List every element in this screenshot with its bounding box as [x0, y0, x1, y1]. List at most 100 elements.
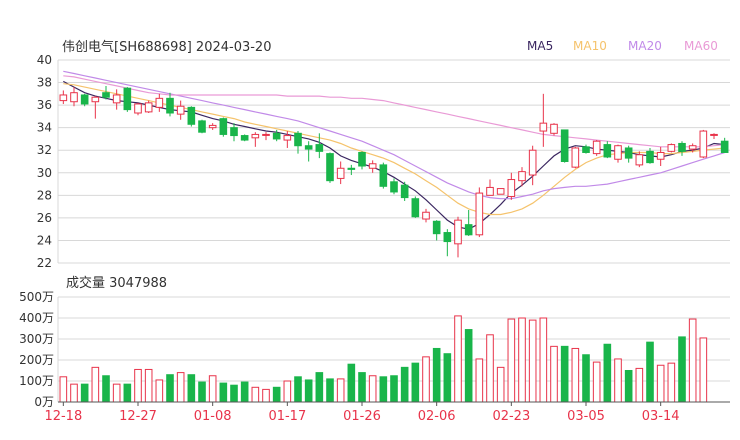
volume-bar	[379, 376, 388, 403]
candle	[166, 92, 174, 117]
candle-body	[176, 105, 185, 115]
candle	[347, 164, 356, 176]
volume-bar	[251, 386, 260, 403]
volume-bar	[80, 383, 89, 403]
candle	[123, 87, 132, 112]
candle-body	[80, 94, 89, 105]
candle	[272, 129, 281, 142]
candle	[70, 87, 78, 107]
volume-bar	[198, 381, 206, 403]
candle-body	[390, 181, 398, 193]
volume-bar	[656, 364, 665, 403]
candle-body	[592, 140, 601, 155]
ma-line-ma60	[63, 75, 725, 148]
candle	[582, 144, 590, 154]
candle-body	[486, 186, 494, 196]
candle	[187, 106, 196, 127]
candle-body	[123, 87, 132, 111]
candle-body	[571, 147, 580, 168]
price-tick-label: 40	[37, 53, 52, 67]
candle	[454, 216, 462, 258]
candle-body	[699, 130, 708, 158]
legend-ma60: MA60	[684, 39, 718, 53]
candle	[475, 187, 484, 238]
volume-bar	[635, 367, 644, 403]
candle	[678, 141, 686, 156]
candle	[720, 137, 729, 153]
volume-tick-label: 200万	[19, 353, 54, 367]
candle	[294, 131, 302, 154]
candle	[400, 181, 409, 201]
candle	[560, 129, 569, 163]
candle	[358, 151, 366, 170]
price-tick-label: 30	[37, 166, 52, 180]
candle-body	[656, 151, 665, 160]
legend-ma10: MA10	[573, 39, 607, 53]
volume-bars	[59, 315, 708, 403]
candle-body	[187, 106, 196, 125]
volume-bar	[400, 366, 409, 403]
candle-body	[635, 154, 644, 166]
volume-bar	[208, 375, 217, 403]
volume-bar	[411, 362, 420, 403]
volume-bar	[262, 388, 270, 403]
candle	[283, 131, 292, 148]
candle	[251, 132, 260, 147]
volume-bar	[454, 315, 462, 403]
candle	[518, 167, 526, 187]
volume-bar	[134, 368, 142, 403]
candle	[102, 85, 110, 100]
candle-body	[240, 135, 249, 141]
candle	[230, 123, 238, 142]
candle-body	[539, 122, 548, 132]
candle-body	[102, 92, 110, 98]
date-tick-label: 01-26	[343, 409, 381, 424]
candle-body	[219, 118, 228, 135]
candle	[656, 146, 665, 167]
price-tick-label: 24	[37, 233, 52, 247]
candle-body	[144, 102, 153, 113]
volume-bar	[624, 370, 633, 403]
volume-bar	[528, 319, 537, 403]
volume-bar	[347, 363, 356, 403]
volume-bar	[91, 366, 100, 403]
volume-bar	[102, 375, 110, 403]
volume-bar	[560, 345, 569, 403]
candle-body	[507, 179, 516, 197]
candle	[667, 143, 676, 153]
candle	[592, 140, 601, 156]
candle-body	[208, 124, 217, 129]
volume-bar	[432, 347, 441, 403]
candle	[688, 143, 697, 153]
candle-body	[464, 224, 473, 236]
volume-bar	[688, 318, 697, 403]
candle-body	[678, 142, 686, 152]
candle	[390, 178, 398, 195]
volume-bar	[486, 334, 494, 403]
volume-tick-label: 300万	[19, 332, 54, 346]
date-tick-label: 03-14	[642, 409, 680, 424]
volume-bar	[112, 383, 121, 403]
candle-body	[518, 171, 526, 182]
candle	[198, 119, 206, 134]
volume-bar	[390, 375, 398, 403]
price-tick-label: 32	[37, 143, 52, 157]
date-tick-label: 12-18	[44, 409, 82, 424]
price-tick-label: 28	[37, 188, 52, 202]
candle	[614, 144, 622, 163]
volume-bar	[592, 361, 601, 403]
volume-bar	[155, 379, 164, 403]
candle	[646, 147, 654, 164]
candle	[550, 123, 558, 136]
price-tick-label: 22	[37, 256, 52, 270]
date-tick-label: 03-05	[567, 409, 605, 424]
volume-bar	[518, 317, 526, 403]
candle-body	[304, 145, 313, 150]
volume-bar	[123, 383, 132, 403]
candle-body	[358, 151, 366, 167]
candle-body	[347, 167, 356, 170]
candle	[699, 129, 708, 159]
volume-bar	[614, 358, 622, 403]
volume-tick-label: 100万	[19, 374, 54, 388]
candle-body	[251, 133, 260, 139]
